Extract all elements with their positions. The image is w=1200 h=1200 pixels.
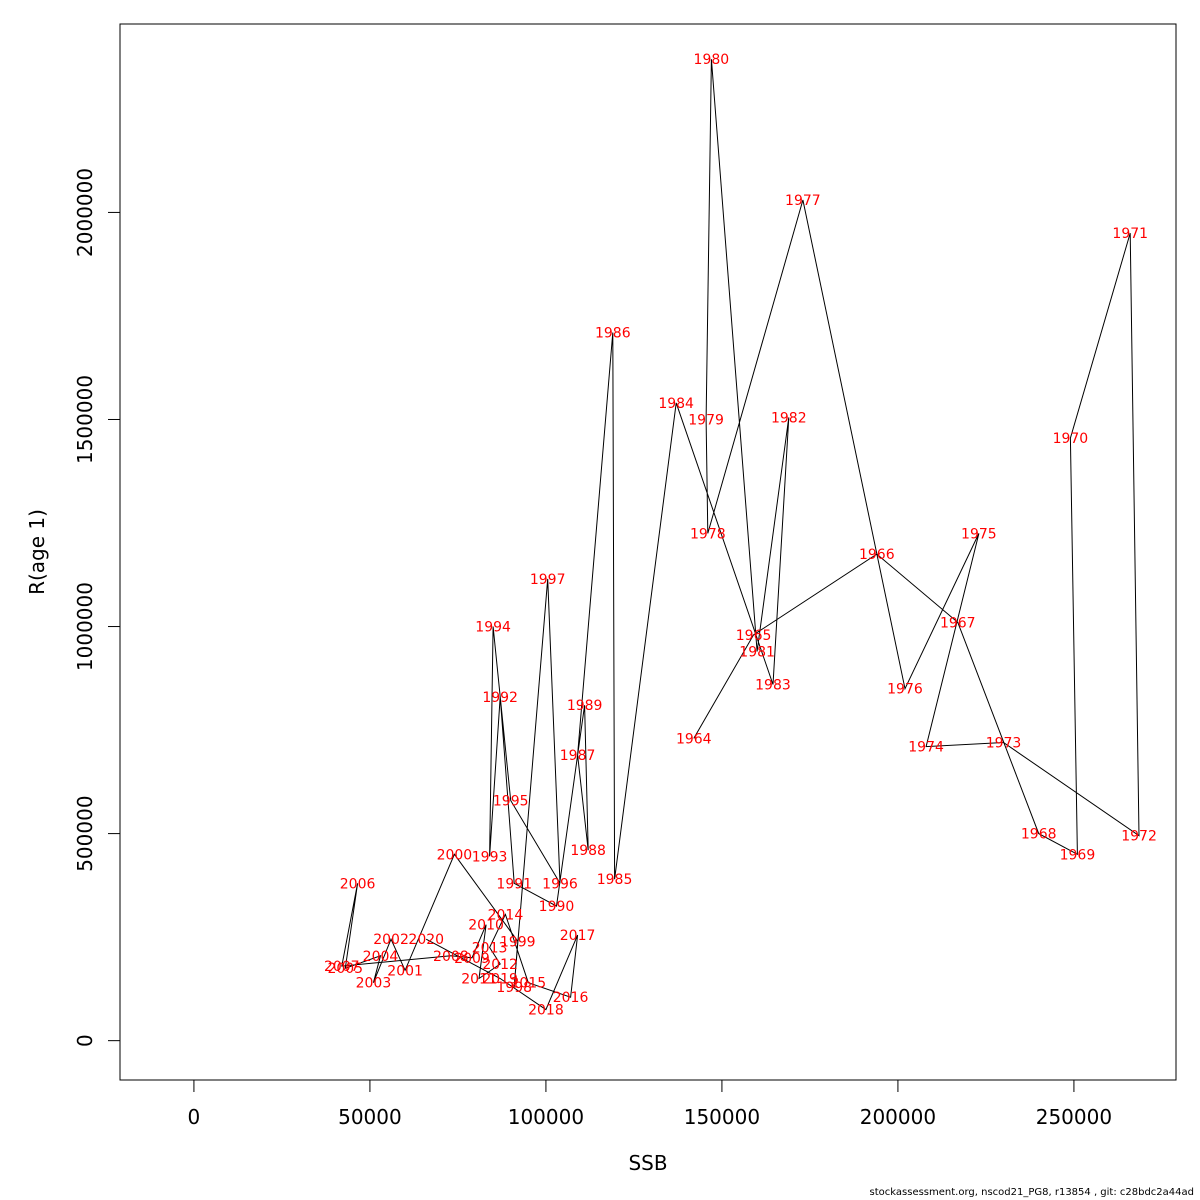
point-label-2018: 2018 (528, 1003, 564, 1019)
point-label-1976: 1976 (887, 682, 923, 698)
point-label-1983: 1983 (755, 678, 791, 694)
point-label-2008: 2008 (433, 949, 469, 965)
point-label-1998: 1998 (496, 980, 532, 996)
point-label-2004: 2004 (363, 949, 399, 965)
point-label-1968: 1968 (1021, 827, 1057, 843)
point-label-2016: 2016 (553, 990, 589, 1006)
plot-frame (119, 23, 1177, 1081)
point-label-1987: 1987 (560, 748, 596, 764)
point-label-1985: 1985 (597, 872, 633, 888)
point-label-1999: 1999 (500, 934, 536, 950)
point-label-2020: 2020 (408, 932, 444, 948)
point-label-1989: 1989 (567, 698, 603, 714)
point-label-1974: 1974 (908, 740, 944, 756)
x-axis-title: SSB (628, 1151, 667, 1175)
x-tick-label: 250000 (1036, 1105, 1112, 1129)
y-tick-label: 1500000 (73, 375, 97, 464)
y-tick-label: 0 (73, 1034, 97, 1047)
y-axis-title: R(age 1) (25, 509, 49, 595)
point-label-1979: 1979 (688, 412, 724, 428)
x-tick-label: 0 (188, 1105, 201, 1129)
point-label-1997: 1997 (530, 572, 566, 588)
point-label-1964: 1964 (676, 731, 712, 747)
point-label-1986: 1986 (595, 326, 631, 342)
point-label-2003: 2003 (356, 976, 392, 992)
point-label-2019: 2019 (482, 972, 518, 988)
y-tick-label: 2000000 (73, 168, 97, 257)
point-label-1975: 1975 (961, 526, 997, 542)
point-label-2007: 2007 (324, 959, 360, 975)
point-label-1967: 1967 (940, 615, 976, 631)
point-label-1973: 1973 (986, 735, 1022, 751)
point-label-2013: 2013 (472, 940, 508, 956)
point-label-1969: 1969 (1060, 847, 1096, 863)
x-tick-label: 50000 (338, 1105, 402, 1129)
y-axis: 0 500000 1000000 1500000 2000000 (73, 168, 121, 1047)
point-label-1972: 1972 (1121, 829, 1157, 845)
footer-note: stockassessment.org, nscod21_PG8, r13854… (869, 1187, 1194, 1198)
point-label-1966: 1966 (859, 547, 895, 563)
point-label-1995: 1995 (493, 793, 529, 809)
point-label-1996: 1996 (542, 876, 578, 892)
point-label-2017: 2017 (560, 928, 596, 944)
point-label-1992: 1992 (482, 690, 518, 706)
point-label-1984: 1984 (658, 396, 694, 412)
point-label-2006: 2006 (340, 876, 376, 892)
point-label-1982: 1982 (771, 410, 807, 426)
point-label-1981: 1981 (739, 644, 775, 660)
point-label-2009: 2009 (454, 951, 490, 967)
point-label-1970: 1970 (1053, 431, 1089, 447)
x-tick-label: 150000 (684, 1105, 760, 1129)
point-label-1994: 1994 (475, 620, 511, 636)
point-label-2001: 2001 (387, 963, 423, 979)
point-label-1978: 1978 (690, 526, 726, 542)
point-label-2012: 2012 (482, 957, 518, 973)
y-tick-label: 1000000 (73, 582, 97, 671)
point-label-2015: 2015 (510, 976, 546, 992)
point-label-1988: 1988 (570, 843, 606, 859)
point-label-2005: 2005 (327, 961, 363, 977)
point-label-2014: 2014 (488, 907, 524, 923)
x-axis: 0 50000 100000 150000 200000 250000 (188, 1079, 1112, 1129)
point-label-1965: 1965 (736, 628, 772, 644)
x-tick-label: 100000 (508, 1105, 584, 1129)
point-label-1990: 1990 (539, 899, 575, 915)
point-label-1980: 1980 (694, 52, 730, 68)
point-label-2002: 2002 (373, 932, 409, 948)
point-label-1993: 1993 (472, 849, 508, 865)
point-label-1971: 1971 (1112, 226, 1148, 242)
point-label-1991: 1991 (496, 876, 532, 892)
series-line (341, 59, 1140, 1011)
point-label-1977: 1977 (785, 193, 821, 209)
y-tick-label: 500000 (73, 795, 97, 871)
x-tick-label: 200000 (860, 1105, 936, 1129)
point-label-2010: 2010 (468, 918, 504, 934)
point-label-2000: 2000 (437, 847, 473, 863)
recruitment-series (341, 59, 1140, 1011)
point-label-2011: 2011 (461, 972, 497, 988)
